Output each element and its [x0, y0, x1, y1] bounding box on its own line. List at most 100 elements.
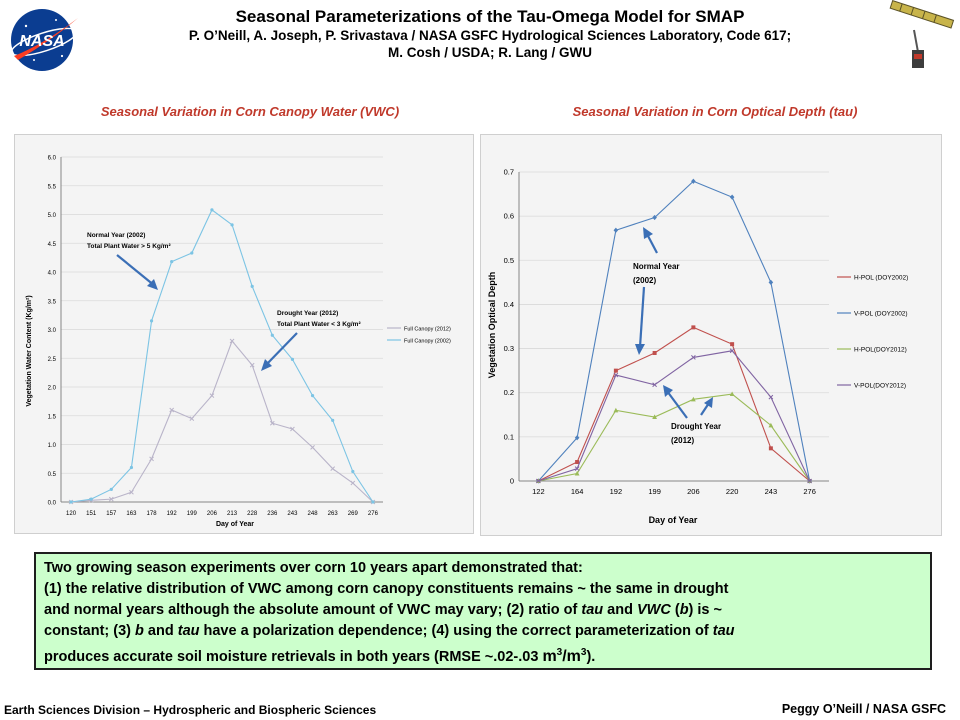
vwc-data-point — [169, 407, 175, 413]
tau-data-point — [807, 478, 812, 484]
summary-line-4c: have a polarization dependence; (4) usin… — [199, 623, 713, 639]
tau-axes — [518, 172, 829, 482]
vwc-x-tick-label: 236 — [267, 511, 278, 517]
authors-line-2: M. Cosh / USDA; R. Lang / GWU — [388, 45, 592, 60]
vwc-x-tick-label: 269 — [348, 511, 359, 517]
vwc-data-point — [290, 357, 295, 361]
vwc-x-ticks: 120 151 157 163 178 192 199 206 213 228 236 243 248 2… — [66, 511, 379, 517]
tau-annotation-normal-line2: (2002) — [633, 276, 656, 285]
tau-series-line — [538, 393, 811, 482]
summary-unit-sup-1: 3 — [556, 647, 563, 658]
vwc-series-line — [71, 339, 374, 503]
vwc-annotation-normal-arrowhead — [147, 279, 158, 290]
satellite-panel-line — [933, 14, 937, 23]
summary-unit-sup-2: 3 — [580, 647, 587, 658]
tau-annotation-normal-arrow-up — [646, 233, 658, 254]
summary-tau-term-2: tau — [177, 623, 200, 639]
vwc-annotation-drought-arrow — [264, 332, 298, 367]
nasa-logo-vector — [14, 18, 78, 60]
nasa-logo-star — [33, 59, 35, 61]
tau-annotation-drought-line1: Drought Year — [671, 422, 721, 431]
vwc-y-tick-label: 2.5 — [48, 357, 57, 363]
summary-line-1: Two growing season experiments over corn… — [44, 560, 583, 576]
authors-line-1: P. O’Neill, A. Joseph, P. Srivastava / N… — [188, 28, 792, 43]
tau-data-point — [729, 391, 735, 397]
tau-data-point — [536, 478, 541, 484]
vwc-data-point — [210, 208, 214, 212]
tau-x-tick-label: 122 — [532, 487, 545, 496]
vwc-legend: Full Canopy (2012) Full Canopy (2002) — [387, 327, 451, 345]
vwc-annotation-drought-line1: Drought Year (2012) — [277, 310, 338, 317]
vwc-chart: 0.0 0.5 1.0 1.5 2.0 2.5 3.0 3.5 4.0 4.5 5.0 5.5 6.0 … — [14, 134, 474, 534]
vwc-y-tick-label: 0.0 — [48, 501, 57, 507]
vwc-x-tick-label: 151 — [86, 511, 97, 517]
tau-data-point — [729, 194, 735, 200]
vwc-annotation-normal-line1: Normal Year (2002) — [87, 232, 145, 239]
vwc-data-point — [108, 496, 114, 502]
vwc-annotation-normal-arrow — [116, 254, 156, 287]
tau-annotation-drought-arrowhead-left — [663, 385, 673, 397]
vwc-y-tick-label: 4.0 — [48, 271, 57, 277]
summary-unit-m: m — [542, 647, 557, 665]
vwc-x-tick-label: 243 — [287, 511, 298, 517]
vwc-data-point — [351, 469, 355, 474]
vwc-data-point — [229, 338, 235, 344]
vwc-data-point — [149, 456, 154, 462]
tau-data-point — [574, 470, 580, 476]
vwc-x-tick-label: 199 — [187, 511, 198, 517]
tau-annotation-normal-arrow-down — [638, 286, 646, 348]
summary-b-term-2: b — [135, 623, 144, 639]
vwc-series-line — [70, 209, 374, 503]
vwc-annotation-normal-line2: Total Plant Water > 5 Kg/m² — [87, 243, 171, 250]
tau-grid — [519, 171, 829, 482]
tau-data-point — [768, 446, 773, 451]
vwc-y-tick-label: 3.5 — [48, 299, 57, 305]
tau-y-tick-label: 0.5 — [504, 256, 514, 265]
tau-x-tick-label: 199 — [648, 487, 661, 496]
vwc-legend-label: Full Canopy (2002) — [404, 339, 451, 345]
tau-chart: 0 0.1 0.2 0.3 0.4 0.5 0.6 0.7 122 164 192 199 206 22… — [480, 134, 942, 536]
tau-y-tick-label: 0.6 — [504, 212, 514, 221]
satellite-boom — [913, 29, 919, 53]
tau-legend-label: H-POL(DOY2012) — [854, 347, 907, 354]
vwc-x-tick-label: 120 — [66, 511, 77, 517]
vwc-data-point — [209, 393, 215, 398]
vwc-data-point — [250, 284, 254, 288]
nasa-logo-star — [24, 24, 28, 28]
vwc-y-tick-label: 2.0 — [48, 386, 57, 392]
vwc-x-tick-label: 163 — [126, 511, 137, 517]
summary-line-4a: constant; (3) — [44, 623, 136, 639]
summary-tau-term-3: tau — [712, 623, 735, 639]
vwc-x-tick-label: 263 — [328, 511, 339, 517]
tau-data-point — [690, 396, 696, 402]
tau-y-tick-label: 0 — [510, 477, 514, 486]
tau-annotation-normal-arrowhead-down — [635, 344, 645, 355]
vwc-x-axis-label: Day of Year — [216, 521, 254, 528]
tau-x-tick-label: 206 — [687, 487, 700, 496]
tau-y-tick-label: 0.2 — [504, 388, 514, 397]
vwc-x-tick-label: 178 — [147, 511, 158, 517]
tau-x-tick-label: 192 — [610, 487, 623, 496]
nasa-logo-text: NASA — [19, 33, 64, 50]
vwc-x-tick-label: 213 — [227, 511, 238, 517]
chart2-heading: Seasonal Variation in Corn Optical Depth… — [572, 104, 858, 119]
tau-legend-label: H-POL (DOY2002) — [854, 275, 908, 282]
tau-data-point — [613, 372, 619, 378]
tau-y-tick-label: 0.7 — [504, 168, 514, 177]
vwc-data-point — [149, 319, 154, 323]
vwc-data-point — [310, 394, 315, 398]
vwc-data-point — [269, 420, 275, 426]
vwc-data-point — [129, 489, 134, 495]
tau-data-point — [729, 348, 735, 354]
tau-data-point — [730, 342, 735, 347]
satellite-panel-line — [922, 10, 926, 19]
vwc-data-point — [249, 362, 255, 368]
vwc-data-point — [270, 333, 274, 337]
tau-annotation-drought-line2: (2012) — [671, 436, 694, 445]
tau-y-axis-label: Vegetation Optical Depth — [487, 272, 497, 379]
tau-series-line — [537, 180, 811, 482]
summary-line-2: (1) the relative distribution of VWC amo… — [44, 581, 729, 597]
vwc-annotation-drought-line2: Total Plant Water < 3 Kg/m² — [277, 321, 361, 328]
summary-tau-term: tau — [581, 602, 604, 618]
nasa-logo-star — [60, 54, 64, 58]
